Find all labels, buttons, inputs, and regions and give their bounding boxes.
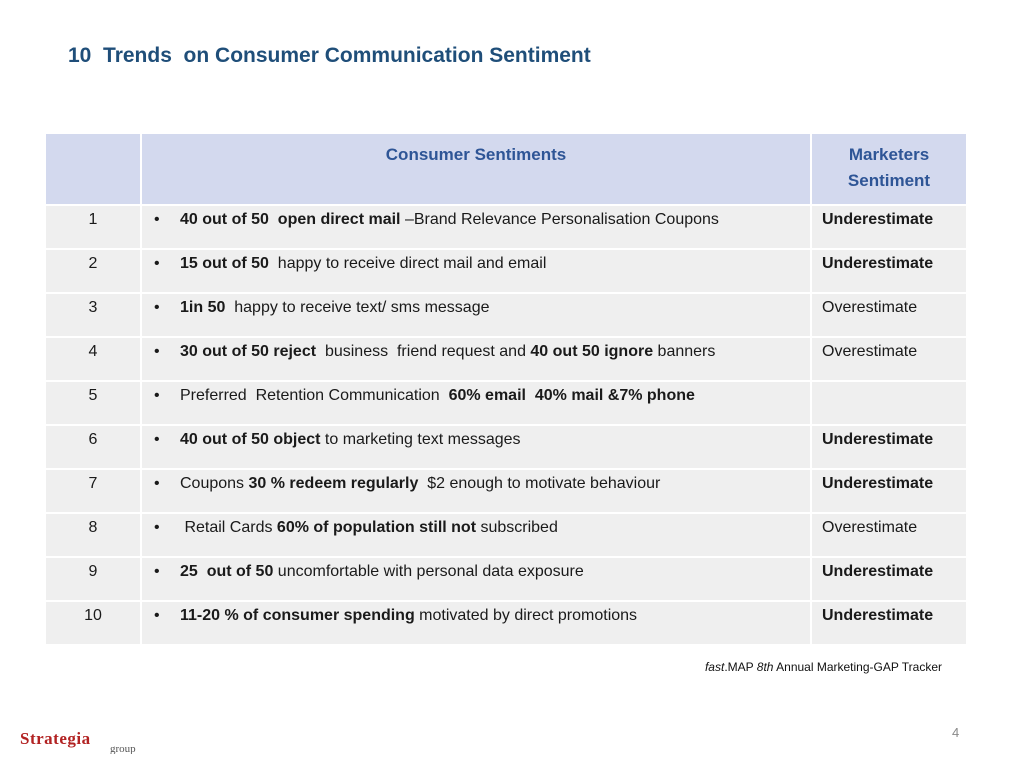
row-number: 4 xyxy=(44,336,142,382)
consumer-sentiment-cell: • 11-20 % of consumer spending motivated … xyxy=(140,600,812,646)
marketer-sentiment-cell: Underestimate xyxy=(810,204,968,250)
marketer-sentiment-cell: Underestimate xyxy=(810,556,968,602)
trends-table: Consumer Sentiments Marketers Sentiment … xyxy=(44,132,968,646)
bullet-icon: • xyxy=(154,211,160,228)
consumer-sentiment-cell: • 40 out of 50 object to marketing text m… xyxy=(140,424,812,470)
header-consumer-sentiments: Consumer Sentiments xyxy=(140,132,812,206)
sentiment-highlight: 40 out of 50 object xyxy=(180,431,321,448)
sentiment-text: motivated by direct promotions xyxy=(414,607,638,624)
row-number: 9 xyxy=(44,556,142,602)
sentiment-text: happy to receive direct mail and email xyxy=(273,255,547,272)
marketer-sentiment-cell: Overestimate xyxy=(810,336,968,382)
consumer-sentiment-cell: • Coupons 30 % redeem regularly $2 enough… xyxy=(140,468,812,514)
bullet-icon: • xyxy=(154,607,160,624)
sentiment-text: $2 enough to motivate behaviour xyxy=(422,475,661,492)
row-number: 6 xyxy=(44,424,142,470)
sentiment-highlight: 1in 50 xyxy=(180,299,230,316)
consumer-sentiment-cell: • 15 out of 50 happy to receive direct ma… xyxy=(140,248,812,294)
table-row: 8 • Retail Cards 60% of population still … xyxy=(44,512,968,558)
table-row: 1 • 40 out of 50 open direct mail –Brand R… xyxy=(44,204,968,250)
sentiment-highlight: 30 % redeem regularly xyxy=(248,475,423,492)
marketer-sentiment-cell: Overestimate xyxy=(810,512,968,558)
consumer-sentiment-cell: • Preferred Retention Communication 60% e… xyxy=(140,380,812,426)
table-header-row: Consumer Sentiments Marketers Sentiment xyxy=(44,132,968,206)
sentiment-text: business friend request and xyxy=(320,343,531,360)
marketer-sentiment-cell xyxy=(810,380,968,426)
sentiment-text: Retail Cards xyxy=(180,519,277,536)
header-number xyxy=(44,132,142,206)
table-row: 3 • 1in 50 happy to receive text/ sms mess… xyxy=(44,292,968,338)
sentiment-highlight: 30 out of 50 reject xyxy=(180,343,321,360)
sentiment-highlight: 40 out 50 ignore xyxy=(530,343,654,360)
slide-title: 10 Trends on Consumer Communication Sent… xyxy=(68,44,591,67)
bullet-icon: • xyxy=(154,519,160,536)
strategia-logo: Strategia group xyxy=(20,729,136,754)
sentiment-highlight: 40 out of 50 open direct mail xyxy=(180,211,405,228)
table-row: 2 • 15 out of 50 happy to receive direct m… xyxy=(44,248,968,294)
sentiment-text: uncomfortable with personal data exposur… xyxy=(273,563,584,580)
header-marketers-sentiment: Marketers Sentiment xyxy=(810,132,968,206)
sentiment-text: Coupons xyxy=(180,475,249,492)
bullet-icon: • xyxy=(154,431,160,448)
consumer-sentiment-cell: • 40 out of 50 open direct mail –Brand Re… xyxy=(140,204,812,250)
bullet-icon: • xyxy=(154,387,160,404)
row-number: 10 xyxy=(44,600,142,646)
consumer-sentiment-cell: • 1in 50 happy to receive text/ sms messa… xyxy=(140,292,812,338)
bullet-icon: • xyxy=(154,299,160,316)
sentiment-highlight: 25 out of 50 xyxy=(180,563,274,580)
bullet-icon: • xyxy=(154,563,160,580)
marketer-sentiment-cell: Underestimate xyxy=(810,424,968,470)
sentiment-text: –Brand Relevance Personalisation Coupons xyxy=(404,211,719,228)
bullet-icon: • xyxy=(154,343,160,360)
row-number: 3 xyxy=(44,292,142,338)
marketer-sentiment-cell: Underestimate xyxy=(810,468,968,514)
page-number: 4 xyxy=(952,725,960,740)
row-number: 8 xyxy=(44,512,142,558)
consumer-sentiment-cell: • Retail Cards 60% of population still n… xyxy=(140,512,812,558)
table-row: 9 • 25 out of 50 uncomfortable with person… xyxy=(44,556,968,602)
marketer-sentiment-cell: Underestimate xyxy=(810,248,968,294)
table-row: 6 • 40 out of 50 object to marketing text … xyxy=(44,424,968,470)
consumer-sentiment-cell: • 25 out of 50 uncomfortable with persona… xyxy=(140,556,812,602)
source-citation: fast.MAP 8th Annual Marketing-GAP Tracke… xyxy=(704,660,942,674)
sentiment-highlight: 60% email 40% mail &7% phone xyxy=(448,387,695,404)
sentiment-text: to marketing text messages xyxy=(320,431,521,448)
table-row: 10 • 11-20 % of consumer spending motivate… xyxy=(44,600,968,646)
sentiment-text: subscribed xyxy=(476,519,558,536)
bullet-icon: • xyxy=(154,475,160,492)
table-row: 4 • 30 out of 50 reject business friend re… xyxy=(44,336,968,382)
sentiment-text: happy to receive text/ sms message xyxy=(229,299,490,316)
logo-word: Strategia xyxy=(20,729,91,748)
sentiment-highlight: 60% of population still not xyxy=(276,519,477,536)
row-number: 1 xyxy=(44,204,142,250)
table-row: 7 • Coupons 30 % redeem regularly $2 enoug… xyxy=(44,468,968,514)
sentiment-highlight: 15 out of 50 xyxy=(180,255,274,272)
marketer-sentiment-cell: Underestimate xyxy=(810,600,968,646)
sentiment-highlight: 11-20 % of consumer spending xyxy=(180,607,415,624)
row-number: 7 xyxy=(44,468,142,514)
sentiment-text: Preferred Retention Communication xyxy=(180,387,449,404)
sentiment-text: banners xyxy=(653,343,716,360)
row-number: 2 xyxy=(44,248,142,294)
logo-sub: group xyxy=(110,743,136,754)
row-number: 5 xyxy=(44,380,142,426)
marketer-sentiment-cell: Overestimate xyxy=(810,292,968,338)
consumer-sentiment-cell: • 30 out of 50 reject business friend req… xyxy=(140,336,812,382)
table-row: 5 • Preferred Retention Communication 60% … xyxy=(44,380,968,426)
bullet-icon: • xyxy=(154,255,160,272)
